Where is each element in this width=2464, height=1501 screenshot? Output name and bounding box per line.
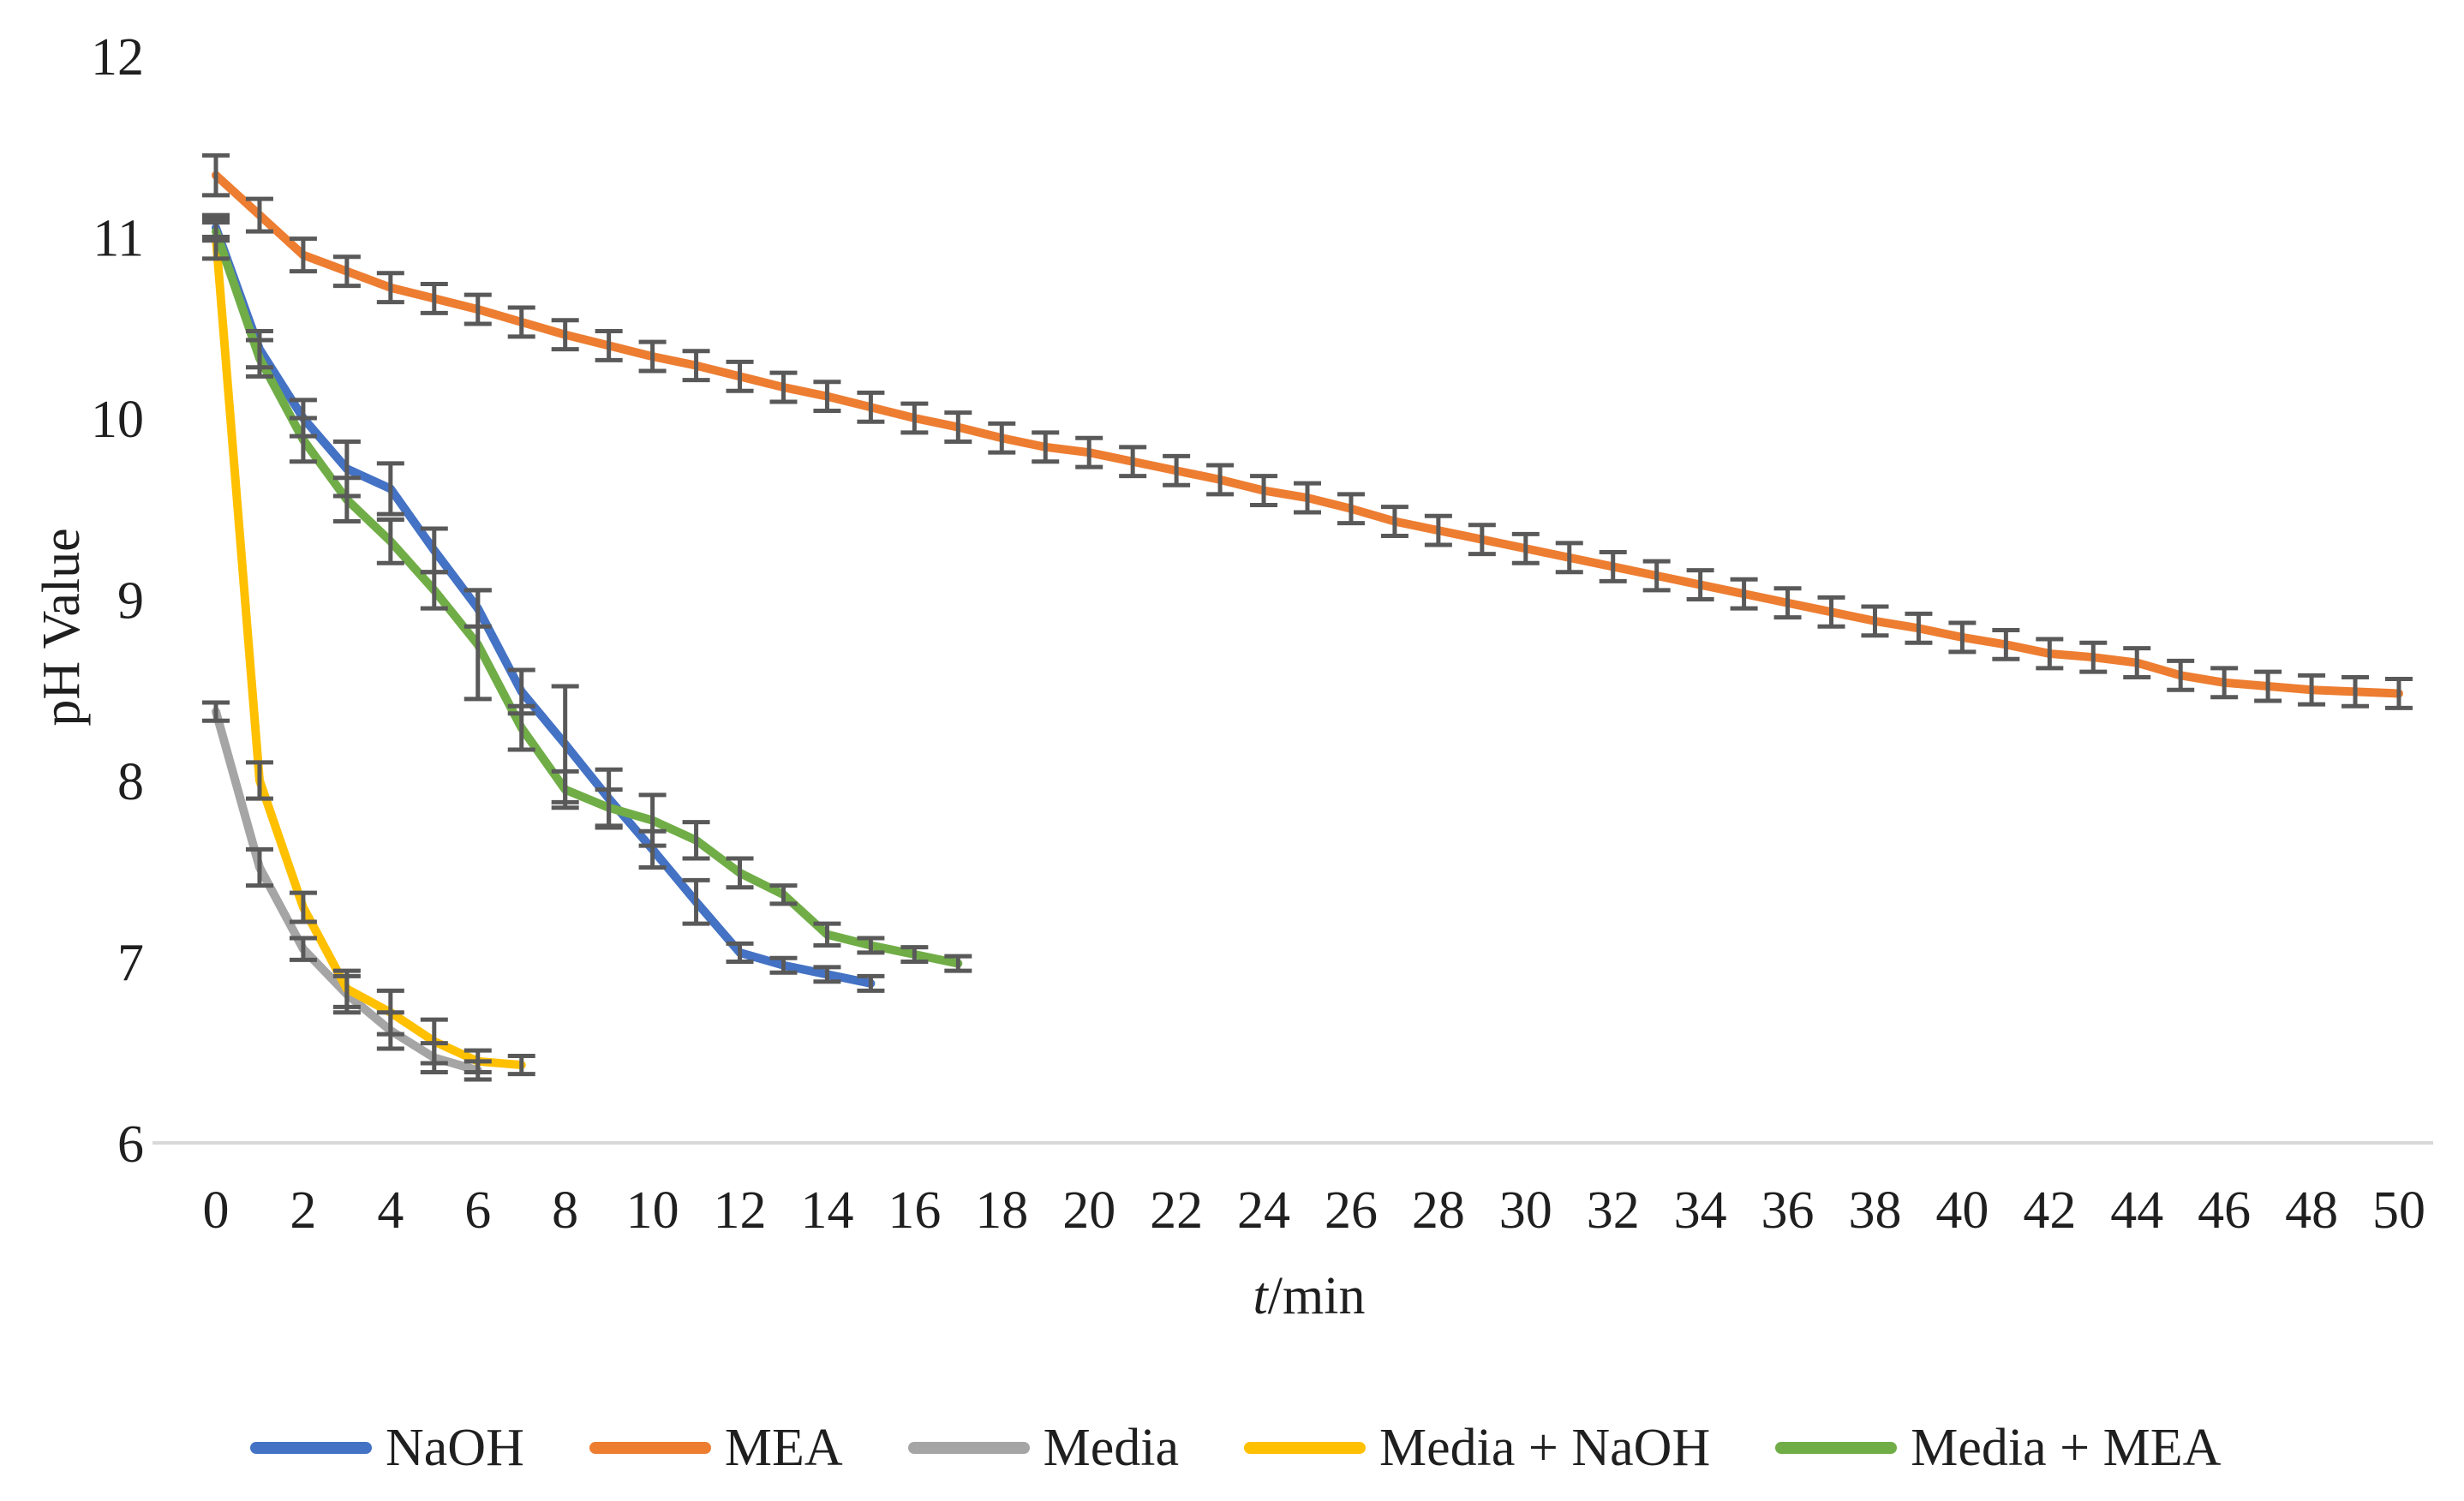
legend-swatch	[907, 1442, 1030, 1454]
y-axis-ticks: 6 7 8 9 10 11 12	[91, 28, 144, 1174]
legend: NaOH MEA Media Media + NaOH Media + MEA	[250, 1414, 2221, 1482]
series-line-naoh	[212, 223, 876, 988]
x-tick-label: 34	[1674, 1181, 1727, 1240]
y-tick-label: 11	[93, 210, 144, 268]
legend-swatch	[1775, 1442, 1898, 1454]
x-tick-label: 40	[1935, 1181, 1989, 1240]
y-tick-label: 8	[117, 753, 144, 811]
y-tick-label: 6	[117, 1115, 144, 1174]
x-tick-label: 24	[1237, 1181, 1290, 1240]
series-lines	[212, 170, 2403, 1075]
legend-label: Media	[1043, 1418, 1180, 1477]
series-line-media-mea	[212, 227, 963, 968]
x-axis-title: t/min	[1138, 1266, 1480, 1326]
x-tick-label: 18	[975, 1181, 1028, 1240]
error-bars	[202, 152, 2413, 1082]
legend-label: MEA	[724, 1418, 843, 1477]
x-tick-label: 36	[1761, 1181, 1815, 1240]
x-tick-label: 4	[377, 1181, 404, 1240]
series-line-mea	[212, 170, 2403, 698]
x-tick-label: 38	[1848, 1181, 1901, 1240]
y-axis-title: pH Value	[33, 528, 91, 727]
legend-swatch	[1244, 1442, 1367, 1454]
x-tick-label: 48	[2285, 1181, 2338, 1240]
x-tick-label: 50	[2372, 1181, 2425, 1240]
legend-swatch	[589, 1442, 711, 1454]
x-tick-label: 10	[626, 1181, 679, 1240]
x-tick-label: 22	[1150, 1181, 1203, 1240]
x-tick-label: 20	[1062, 1181, 1115, 1240]
x-axis-ticks: 0 2 4 6 8 10 12 14 16 18 20 22 24 26 28 30 32 34 36 38 40 42 4…	[203, 1181, 2426, 1240]
y-tick-label: 9	[117, 572, 144, 631]
x-axis-title-unit: /min	[1267, 1267, 1366, 1325]
x-axis-title-variable: t	[1253, 1267, 1268, 1325]
x-tick-label: 16	[888, 1181, 941, 1240]
x-tick-label: 0	[203, 1181, 230, 1240]
legend-item-naoh: NaOH	[250, 1418, 524, 1479]
x-tick-label: 42	[2023, 1181, 2076, 1240]
legend-item-media-mea: Media + MEA	[1775, 1418, 2221, 1479]
x-tick-label: 2	[290, 1181, 316, 1240]
x-tick-label: 32	[1587, 1181, 1640, 1240]
x-tick-label: 26	[1325, 1181, 1378, 1240]
series-line-media-naoh	[212, 232, 526, 1070]
y-tick-label: 12	[91, 28, 144, 87]
legend-label: NaOH	[386, 1418, 524, 1477]
x-tick-label: 14	[800, 1181, 853, 1240]
legend-item-media: Media	[907, 1418, 1180, 1479]
legend-label: Media + MEA	[1911, 1418, 2222, 1477]
legend-swatch	[250, 1442, 372, 1454]
x-tick-label: 28	[1412, 1181, 1465, 1240]
legend-item-mea: MEA	[589, 1418, 843, 1479]
x-tick-label: 30	[1499, 1181, 1552, 1240]
x-tick-label: 44	[2110, 1181, 2163, 1240]
y-tick-label: 10	[91, 391, 144, 449]
x-tick-label: 46	[2198, 1181, 2251, 1240]
y-tick-label: 7	[117, 935, 144, 993]
x-tick-label: 12	[714, 1181, 767, 1240]
legend-item-media-naoh: Media + NaOH	[1244, 1418, 1710, 1479]
x-tick-label: 6	[464, 1181, 491, 1240]
legend-label: Media + NaOH	[1379, 1418, 1711, 1477]
x-tick-label: 8	[552, 1181, 578, 1240]
